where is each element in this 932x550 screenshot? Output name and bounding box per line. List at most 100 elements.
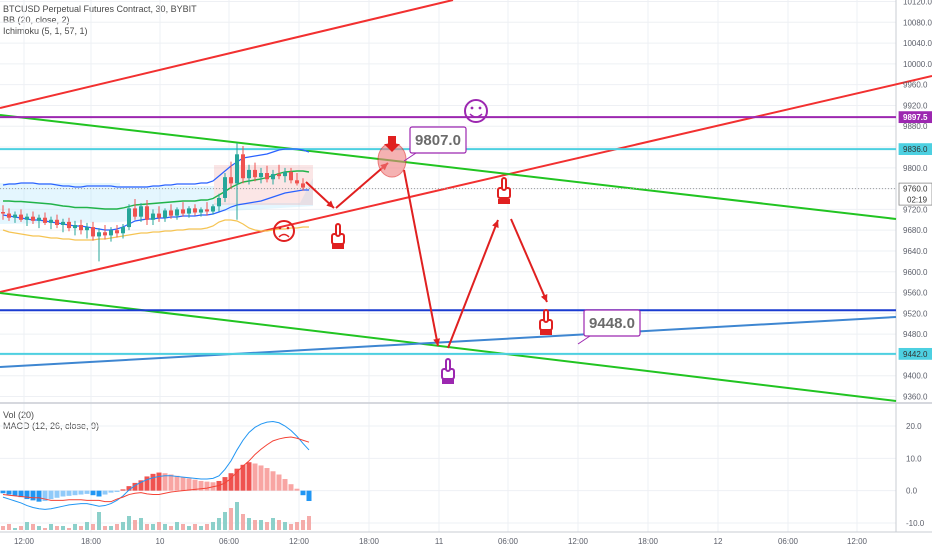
candle-body [7,213,11,218]
price-tick-label: 9960.0 [903,81,928,90]
price-tag [898,143,932,156]
candle-body [97,232,101,237]
sad-mouth-icon [278,233,290,238]
candle-body [67,221,71,229]
price-tick-label: 10120.0 [903,0,932,7]
price-tag [898,347,932,360]
volume-bar [265,522,269,530]
macd-histogram-bar [222,477,228,491]
macd-histogram-bar [66,490,72,496]
time-tick-label: 06:00 [219,537,240,546]
volume-bar [1,526,5,530]
macd-histogram-bar [72,490,78,496]
macd-histogram-bar [24,490,30,500]
arrow-down-2 [403,169,439,347]
time-tick-label: 12:00 [847,537,868,546]
smiley-eye-icon [470,106,474,110]
time-axis: 12:00 18:00 10 06:00 12:00 18:00 11 06:00 12:00 1… [14,537,868,546]
price-tag-label: 9836.0 [903,145,928,154]
candle-body [109,230,113,236]
volume-bar [205,524,209,530]
volume-bar [145,524,149,530]
macd-histogram-bar [228,473,234,491]
candle-body [259,173,263,178]
volume-bar [301,520,305,530]
macd-histogram-bar [108,490,114,493]
macd-histogram-bar [270,471,276,491]
price-tick-label: 9480.0 [903,330,928,339]
time-tick-label: 12:00 [568,537,589,546]
macd-histogram-bar [198,480,204,491]
candle-body [295,180,299,184]
price-tag [898,182,932,206]
volume-bar [37,526,41,530]
macd-histogram-bar [60,490,66,497]
hand-pointer-icon [497,177,511,204]
sad-eye-icon [286,226,290,230]
macd-histogram-bar [306,490,312,502]
smiley-face-icon [464,99,488,123]
legend-volume: Vol (20) [3,410,35,420]
macd-histogram-bar [42,490,48,502]
volume-bar [223,512,227,530]
time-tick-label: 12:00 [289,537,310,546]
volume-bar [253,520,257,530]
macd-histogram-bar [180,477,186,491]
arrow-up-2-head [492,220,499,228]
candle-body [1,211,5,214]
hand-pointer-icon-cuff [540,330,552,335]
candle-body [157,213,161,218]
macd-histogram-bar [12,490,18,496]
candle-body [181,209,185,214]
time-tick-label: 11 [435,537,444,546]
macd-histogram-bar [120,489,126,491]
volume-bar [307,516,311,530]
hand-pointer-icon-cuff [332,244,344,249]
main-legend: BTCUSD Perpetual Futures Contract, 30, B… [3,4,197,37]
drawing-arrows: 9807.0 9448.0 [273,99,641,384]
candle-body [79,224,83,231]
macd-histogram-bar [54,490,60,498]
macd-pane [0,420,312,530]
grid [0,0,896,532]
time-tick-label: 10 [156,537,165,546]
arrow-down-2-head [433,338,441,346]
volume-bar [115,524,119,530]
candle-body [43,217,47,223]
volume-bar [193,524,197,530]
price-tick-label: 9880.0 [903,122,928,131]
volume-bar [31,524,35,530]
trendline-green-upper [0,114,897,220]
volume-bar [127,516,131,530]
bb-basis [3,170,310,210]
time-tick-label: 06:00 [778,537,799,546]
price-tick-label: 9920.0 [903,101,928,110]
macd-histogram-bar [246,462,252,491]
volume-bar [289,524,293,530]
candle-body [19,214,23,220]
macd-series-line [2,436,310,503]
volume-bar [235,502,239,530]
volume-bar [97,512,101,530]
volume-bar [175,522,179,530]
ichimoku-cloud [0,178,313,224]
callout-9448-box [583,309,641,337]
macd-histogram-bar [234,468,240,491]
callout-9807-pointer [403,152,417,162]
candle-body [55,219,59,225]
macd-histogram-bar [150,473,156,491]
candles [1,142,305,262]
macd-histogram-bar [300,490,306,496]
candle-body [217,197,221,207]
volume-bar [43,528,47,530]
sad-eye-icon [278,226,282,230]
bb-lower [2,189,309,231]
arrow-down-3-head [540,294,548,302]
hand-pointer-icon [441,358,455,384]
macd-histogram-bar [240,464,246,491]
price-tag-label: 9442.0 [903,350,928,359]
macd-tick-label: -10.0 [906,519,925,528]
volume-bar [259,520,263,530]
sad-face-icon [273,220,295,242]
